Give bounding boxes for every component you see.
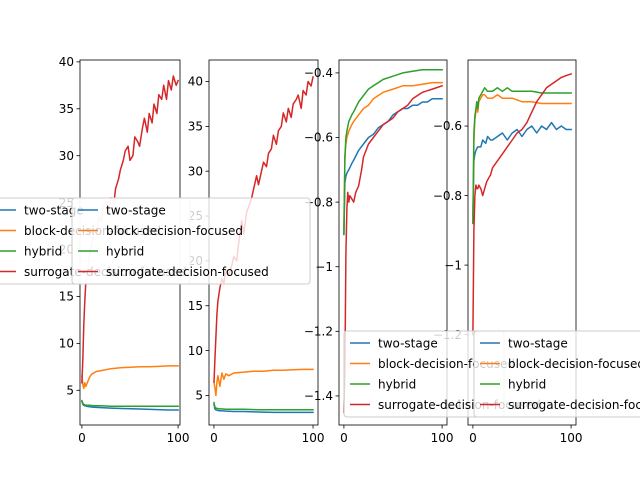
- y-tick-label: −0.8: [304, 195, 333, 209]
- y-tick-label: 40: [59, 55, 74, 69]
- y-tick-label: −1: [315, 260, 333, 274]
- y-tick-label: −1.2: [304, 325, 333, 339]
- y-tick-label: 40: [188, 75, 203, 89]
- legend-label-surrogate-decision-focused: surrogate-decision-focused: [106, 265, 269, 279]
- series-line-hybrid: [472, 87, 572, 225]
- y-tick-label: 35: [188, 120, 203, 134]
- legend-label-block-decision-focused: block-decision-focused: [508, 357, 640, 371]
- legend-label-two-stage: two-stage: [106, 203, 166, 217]
- y-tick-label: −0.8: [433, 189, 462, 203]
- y-tick-label: 30: [59, 149, 74, 163]
- legend-4: two-stage block-decision-focused hybrid sur…: [473, 330, 640, 418]
- legend-label-hybrid: hybrid: [378, 377, 416, 391]
- series-line-block-decision-focused: [343, 81, 443, 229]
- y-tick-label: −1.4: [304, 389, 333, 403]
- legend-label-surrogate-decision-focused: surrogate-decision-focused: [508, 398, 640, 412]
- x-tick-label: 100: [302, 431, 325, 445]
- legend-label-hybrid: hybrid: [508, 377, 546, 391]
- y-tick-label: 15: [59, 290, 74, 304]
- series-line-two-stage: [343, 98, 443, 236]
- y-tick-label: −0.6: [433, 119, 462, 133]
- series-line-surrogate-decision-focused: [343, 84, 444, 413]
- legend-box: [71, 197, 311, 285]
- y-tick-label: −0.6: [304, 131, 333, 145]
- series-line-block-decision-focused: [81, 365, 179, 390]
- axes-frame: [467, 59, 577, 426]
- x-tick-label: 100: [167, 431, 190, 445]
- x-tick-label: 100: [560, 431, 583, 445]
- legend-box: [473, 330, 640, 418]
- y-tick-label: −1: [444, 258, 462, 272]
- series-line-two-stage: [213, 403, 314, 414]
- y-tick-label: 5: [66, 383, 74, 397]
- series-line-block-decision-focused: [213, 368, 314, 397]
- legend-label-hybrid: hybrid: [106, 244, 144, 258]
- series-line-two-stage: [472, 121, 572, 218]
- y-tick-label: 30: [188, 164, 203, 178]
- legend-label-hybrid: hybrid: [24, 244, 62, 258]
- series-line-two-stage: [80, 400, 179, 411]
- x-tick-label: 0: [340, 431, 348, 445]
- legend-label-two-stage: two-stage: [24, 203, 84, 217]
- series-line-hybrid: [213, 401, 314, 411]
- x-tick-label: 0: [210, 431, 218, 445]
- series-line-hybrid: [80, 399, 179, 407]
- x-tick-label: 0: [469, 431, 477, 445]
- legend-label-two-stage: two-stage: [508, 336, 568, 350]
- legend-label-block-decision-focused: block-decision-focused: [106, 224, 243, 238]
- y-tick-label: 5: [195, 389, 203, 403]
- series-line-surrogate-decision-focused: [472, 72, 573, 336]
- y-tick-label: 15: [188, 299, 203, 313]
- y-tick-label: 10: [59, 337, 74, 351]
- x-tick-label: 100: [431, 431, 454, 445]
- y-tick-label: 35: [59, 102, 74, 116]
- y-tick-label: −0.4: [304, 66, 333, 80]
- axes-frame: [338, 59, 448, 426]
- series-line-hybrid: [343, 68, 443, 236]
- subplot-3: 0 100 −1.4 −1.2 −1 −0.8 −0.6 −0.4: [304, 59, 454, 445]
- series-line-block-decision-focused: [472, 94, 572, 225]
- y-tick-label: 10: [188, 344, 203, 358]
- x-tick-label: 0: [78, 431, 86, 445]
- legend-label-two-stage: two-stage: [378, 336, 438, 350]
- legend-2: two-stage block-decision-focused hybrid sur…: [71, 197, 311, 285]
